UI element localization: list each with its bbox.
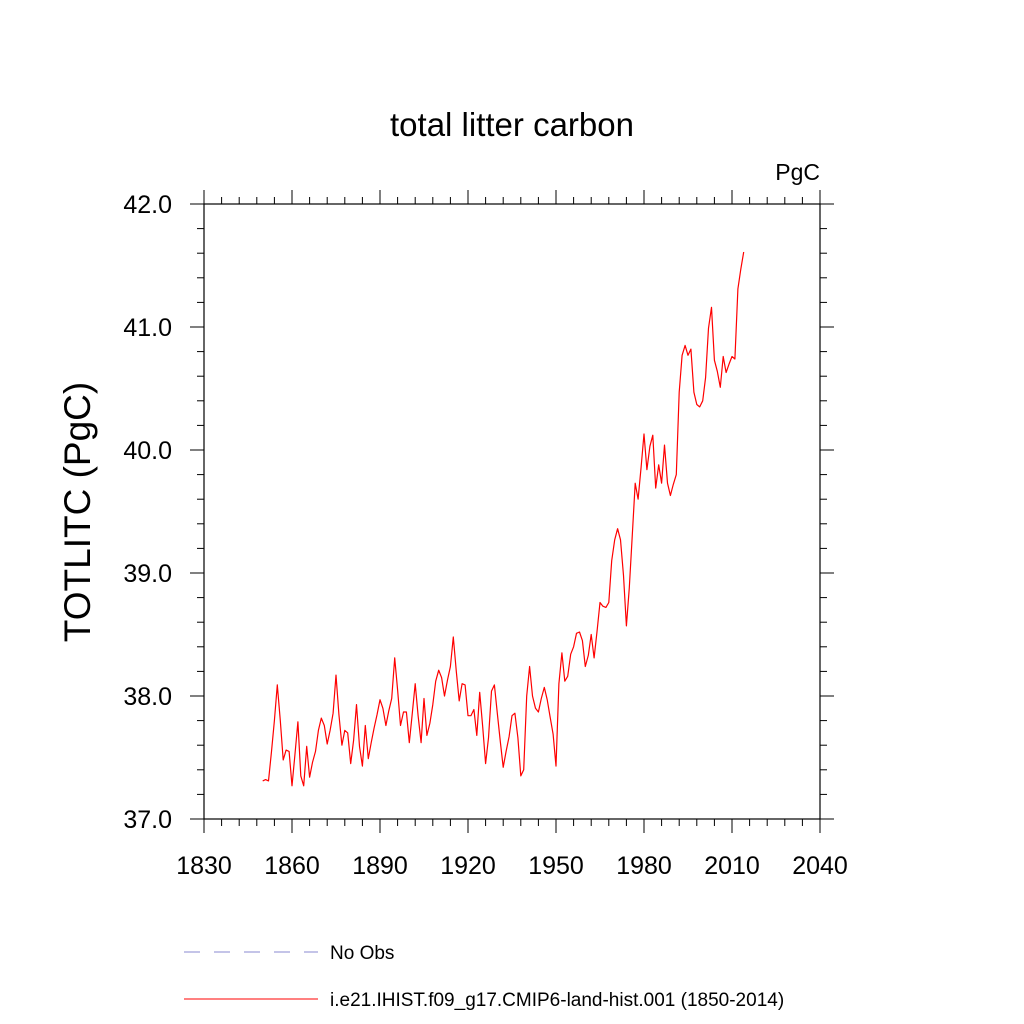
y-tick-label: 41.0 (123, 314, 172, 342)
x-tick-label: 1860 (264, 852, 320, 880)
legend-label: i.e21.IHIST.f09_g17.CMIP6-land-hist.001 … (330, 990, 784, 1011)
plot-frame (203, 203, 821, 820)
x-tick-label: 1890 (352, 852, 408, 880)
x-tick-label: 2040 (792, 852, 848, 880)
legend-label: No Obs (330, 943, 394, 964)
y-tick-label: 42.0 (123, 191, 172, 219)
y-tick-label: 40.0 (123, 437, 172, 465)
units-label: PgC (775, 159, 820, 185)
x-tick-label: 1950 (528, 852, 584, 880)
y-tick-label: 37.0 (123, 806, 172, 834)
series-line (262, 251, 745, 787)
x-tick-label: 1830 (176, 852, 232, 880)
y-axis-label: TOTLITC (PgC) (57, 382, 98, 642)
chart-title: total litter carbon (390, 106, 634, 143)
y-tick-label: 39.0 (123, 560, 172, 588)
x-tick-label: 1920 (440, 852, 496, 880)
x-tick-label: 2010 (704, 852, 760, 880)
y-tick-label: 38.0 (123, 683, 172, 711)
x-tick-label: 1980 (616, 852, 672, 880)
